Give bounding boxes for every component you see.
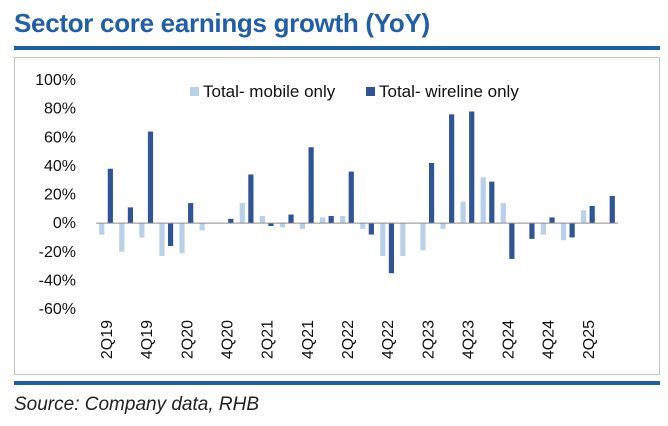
bar-mobile-2Q23 — [420, 223, 426, 251]
bar-mobile-3Q22 — [360, 223, 366, 229]
bar-wireline-3Q22 — [368, 223, 374, 235]
bar-mobile-2Q19 — [99, 223, 105, 235]
x-tick-label: 4Q24 — [541, 320, 558, 359]
bar-mobile-1Q21 — [239, 203, 245, 224]
y-tick-label: -20% — [39, 244, 76, 261]
bar-wireline-1Q25 — [569, 223, 575, 238]
y-tick-label: -60% — [39, 301, 76, 318]
bar-mobile-2Q25 — [580, 210, 587, 224]
legend-label-mobile: Total- mobile only — [203, 82, 336, 101]
bar-mobile-1Q25 — [560, 223, 567, 241]
source-rule — [14, 381, 660, 385]
bars — [96, 111, 618, 274]
plot-frame — [14, 57, 660, 375]
bar-wireline-2Q20 — [188, 203, 194, 224]
bar-wireline-1Q22 — [328, 215, 334, 224]
x-axis: 2Q19 4Q19 2Q20 4Q20 2Q21 4Q21 2Q22 4Q22 2Q23 4Q23… — [99, 320, 598, 359]
x-tick-label: 4Q20 — [220, 320, 237, 359]
y-tick-label: 60% — [44, 129, 76, 146]
legend-swatch-mobile — [190, 87, 199, 96]
y-tick-label: 0% — [53, 215, 76, 232]
bar-wireline-4Q20 — [228, 218, 234, 224]
bar-wireline-4Q19 — [147, 131, 154, 224]
bar-mobile-2Q20 — [179, 223, 185, 254]
y-tick-label: 20% — [44, 187, 76, 204]
bar-wireline-1Q20 — [167, 223, 174, 247]
legend-label-wireline: Total- wireline only — [379, 82, 519, 101]
bar-mobile-1Q22 — [319, 217, 326, 224]
bar-mobile-1Q23 — [400, 223, 406, 257]
bar-mobile-2Q24 — [500, 203, 506, 224]
bar-mobile-3Q20 — [199, 223, 205, 231]
bar-mobile-2Q22 — [340, 215, 346, 224]
bar-wireline-3Q21 — [288, 214, 294, 224]
x-tick-label: 2Q25 — [581, 320, 598, 359]
y-tick-label: -40% — [39, 272, 76, 289]
bar-wireline-2Q23 — [428, 163, 435, 224]
x-tick-label: 4Q19 — [139, 320, 156, 359]
bar-wireline-3Q24 — [529, 223, 535, 239]
bar-mobile-4Q24 — [540, 223, 547, 235]
y-tick-label: 40% — [44, 158, 76, 175]
source-note: Source: Company data, RHB — [14, 394, 260, 415]
x-tick-label: 2Q19 — [99, 320, 116, 359]
x-tick-label: 2Q24 — [501, 320, 518, 359]
bar-wireline-3Q19 — [127, 207, 134, 224]
bar-wireline-2Q22 — [348, 171, 354, 224]
bar-wireline-4Q23 — [469, 111, 475, 224]
bar-wireline-2Q19 — [107, 168, 113, 224]
x-tick-label: 2Q23 — [420, 320, 437, 359]
bar-wireline-2Q25 — [589, 205, 595, 224]
legend: Total- mobile only Total- wireline only — [190, 82, 519, 101]
title-rule — [14, 46, 660, 50]
bar-wireline-1Q24 — [489, 181, 495, 224]
bar-mobile-4Q23 — [460, 201, 466, 224]
x-tick-label: 4Q22 — [380, 320, 397, 359]
x-tick-label: 2Q20 — [179, 320, 196, 359]
bar-mobile-4Q22 — [380, 223, 386, 257]
bar-mobile-3Q21 — [279, 223, 286, 228]
bar-wireline-3Q25 — [609, 195, 615, 224]
bar-mobile-4Q19 — [139, 223, 145, 238]
bar-wireline-3Q23 — [449, 114, 455, 224]
y-tick-label: 100% — [35, 72, 76, 89]
bar-wireline-2Q21 — [268, 223, 274, 226]
x-tick-label: 2Q22 — [340, 320, 357, 359]
bar-wireline-4Q21 — [308, 147, 314, 224]
bar-mobile-4Q21 — [299, 223, 306, 229]
x-tick-label: 4Q23 — [460, 320, 477, 359]
y-axis: -60% -40% -20% 0% 20% 40% 60% 80% 100% — [35, 72, 76, 318]
bar-mobile-1Q20 — [159, 223, 165, 257]
bar-mobile-2Q21 — [259, 215, 265, 224]
bar-wireline-1Q21 — [248, 174, 254, 224]
bar-wireline-4Q22 — [388, 223, 395, 274]
bar-wireline-4Q24 — [549, 217, 555, 224]
x-tick-label: 4Q21 — [300, 320, 317, 359]
legend-swatch-wireline — [366, 87, 375, 96]
bar-wireline-2Q24 — [509, 223, 515, 259]
bar-mobile-3Q23 — [440, 223, 446, 229]
y-tick-label: 80% — [44, 101, 76, 118]
chart-title: Sector core earnings growth (YoY) — [14, 8, 430, 38]
bar-mobile-1Q24 — [480, 177, 486, 224]
bar-mobile-3Q19 — [119, 223, 125, 252]
x-tick-label: 2Q21 — [260, 320, 277, 359]
